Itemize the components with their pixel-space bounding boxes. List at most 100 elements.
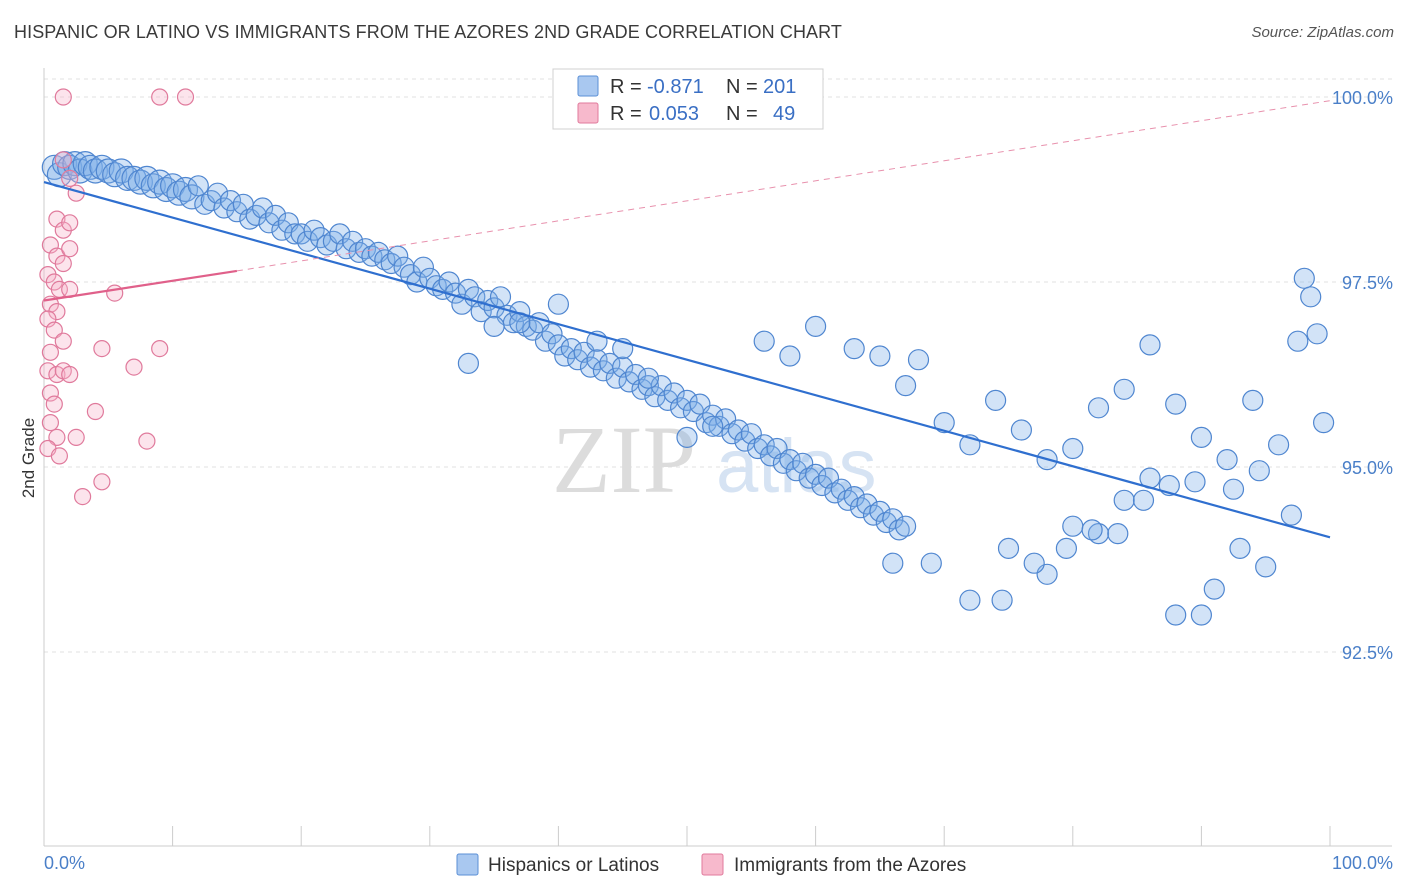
point-azores-25: [151, 340, 169, 358]
data-points: [39, 88, 1335, 626]
point-hispanic-192: [1184, 471, 1206, 493]
point-hispanic-23: [179, 184, 205, 210]
point-hispanic-185: [991, 589, 1013, 611]
point-hispanic-107: [721, 423, 743, 445]
trend-line-azores-extension: [236, 100, 1331, 272]
x-tick-label-0: 0.0%: [44, 853, 85, 873]
point-hispanic-63: [438, 271, 460, 293]
legend-swatch-azores: [577, 102, 599, 124]
point-hispanic-143: [702, 415, 724, 437]
point-hispanic-135: [457, 352, 479, 374]
point-hispanic-149: [894, 375, 917, 397]
point-hispanic-177: [1113, 489, 1135, 511]
point-hispanic-14: [121, 165, 147, 191]
point-hispanic-132: [882, 508, 904, 530]
point-hispanic-165: [1293, 267, 1315, 289]
point-azores-22: [54, 332, 72, 350]
point-hispanic-116: [779, 449, 801, 471]
gridlines: [44, 78, 1392, 653]
point-hispanic-120: [804, 463, 827, 485]
point-hispanic-142: [676, 426, 698, 448]
point-azores-30: [125, 358, 143, 376]
point-hispanic-187: [1055, 537, 1078, 560]
point-azores-21: [45, 321, 63, 339]
chart-title: HISPANIC OR LATINO VS IMMIGRANTS FROM TH…: [14, 22, 843, 42]
point-hispanic-164: [1267, 434, 1290, 456]
point-hispanic-182: [1229, 537, 1251, 560]
point-hispanic-115: [772, 452, 795, 474]
legend-r-value-hispanic: -0.871: [647, 76, 704, 98]
legend: R = -0.871 N = 201 R = 0.053 N = 49: [552, 68, 824, 130]
point-hispanic-173: [997, 537, 1020, 560]
point-hispanic-130: [869, 500, 891, 522]
point-hispanic-166: [1306, 323, 1328, 345]
y-tick-label-3: 100.0%: [1332, 88, 1393, 108]
point-hispanic-175: [1062, 515, 1084, 537]
legend-r-label-hispanic: R =: [610, 76, 642, 98]
point-hispanic-179: [1165, 604, 1187, 626]
point-hispanic-161: [1190, 426, 1213, 448]
point-azores-8: [61, 214, 79, 232]
legend-swatch-hispanic: [577, 75, 599, 97]
bottom-legend-label-azores: Immigrants from the Azores: [734, 855, 966, 876]
point-hispanic-94: [637, 375, 660, 397]
point-hispanic-141: [637, 367, 660, 389]
watermark-zip: ZIP: [552, 406, 696, 513]
point-hispanic-104: [702, 404, 724, 426]
point-hispanic-70: [483, 297, 505, 319]
point-hispanic-194: [1248, 460, 1270, 482]
point-hispanic-29: [219, 190, 242, 212]
point-azores-12: [61, 240, 79, 258]
point-hispanic-160: [1165, 393, 1187, 415]
point-hispanic-180: [1190, 604, 1213, 626]
point-hispanic-112: [753, 434, 775, 456]
point-hispanic-8: [82, 158, 109, 184]
point-azores-24: [93, 340, 111, 358]
point-azores-2: [176, 88, 195, 106]
point-azores-32: [45, 395, 63, 413]
point-hispanic-148: [869, 345, 891, 367]
point-azores-38: [93, 473, 111, 491]
point-hispanic-9: [89, 154, 115, 180]
bottom-legend-label-hispanic: Hispanics or Latinos: [488, 855, 659, 876]
point-hispanic-6: [72, 151, 98, 177]
point-azores-34: [41, 414, 60, 432]
point-hispanic-86: [586, 349, 608, 371]
trend-line-azores: [43, 269, 238, 302]
point-hispanic-163: [1242, 389, 1264, 411]
y-axis-label: 2nd Grade: [19, 418, 38, 498]
point-azores-29: [61, 365, 79, 384]
x-tick-label-1: 100.0%: [1332, 853, 1393, 873]
point-hispanic-138: [547, 293, 570, 315]
point-azores-4: [61, 169, 79, 187]
point-hispanic-157: [1087, 397, 1110, 419]
point-hispanic-146: [804, 315, 827, 337]
point-hispanic-144: [753, 330, 775, 352]
point-azores-1: [151, 88, 169, 106]
point-hispanic-184: [1280, 504, 1303, 526]
tick-labels: 92.5% 95.0% 97.5% 100.0% 0.0% 100.0%: [44, 88, 1393, 873]
point-hispanic-55: [387, 245, 409, 267]
point-hispanic-4: [62, 151, 88, 177]
trend-line-hispanic: [43, 181, 1331, 539]
point-hispanic-188: [1081, 519, 1103, 541]
point-hispanic-169: [1312, 412, 1335, 434]
point-hispanic-49: [348, 241, 370, 263]
point-hispanic-167: [1300, 286, 1322, 308]
bottom-legend-swatch-azores: [701, 853, 724, 876]
point-hispanic-153: [984, 389, 1007, 411]
point-azores-23: [41, 343, 60, 361]
point-azores-35: [48, 428, 66, 446]
legend-n-label-azores: N =: [726, 103, 758, 125]
point-hispanic-133: [888, 519, 910, 541]
point-hispanic-158: [1113, 378, 1135, 400]
point-hispanic-147: [843, 338, 865, 360]
point-hispanic-156: [1062, 437, 1084, 460]
point-hispanic-186: [1023, 552, 1045, 574]
point-azores-19: [106, 284, 124, 302]
point-hispanic-193: [1222, 478, 1245, 500]
point-azores-0: [54, 88, 72, 106]
trend-lines: [43, 100, 1331, 539]
point-azores-33: [86, 402, 105, 421]
